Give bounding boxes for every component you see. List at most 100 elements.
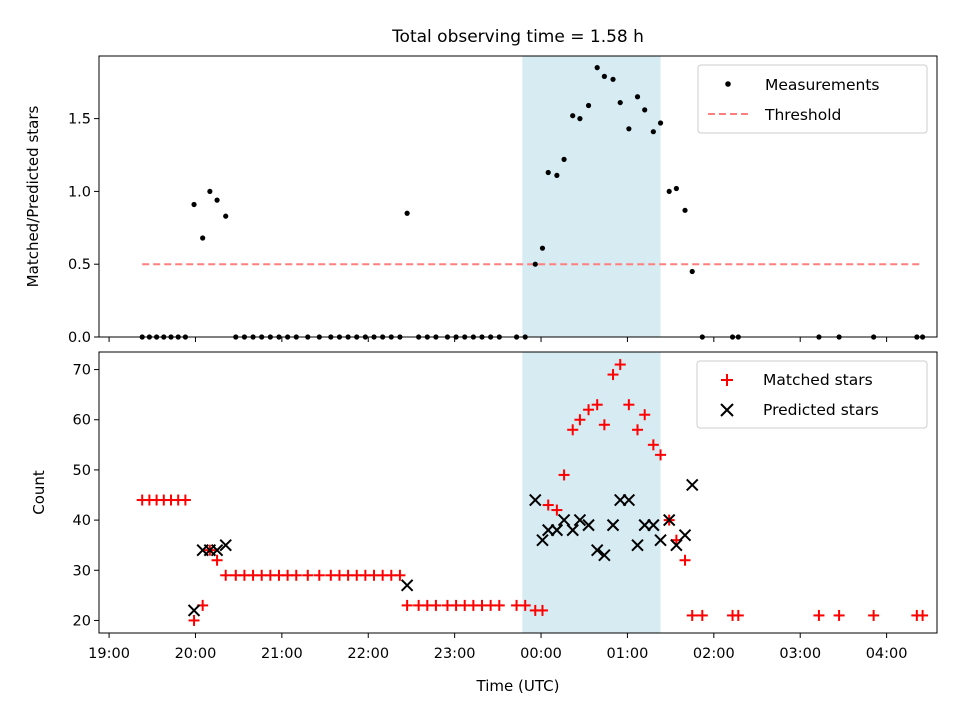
measurement-point [642, 107, 648, 113]
matched-star-point [394, 569, 406, 581]
predicted-star-point [566, 523, 579, 537]
bottom-y-tick-label: 50 [73, 463, 91, 479]
predicted-star-point [557, 513, 571, 527]
predicted-star-point [590, 543, 604, 557]
matched-star-point [493, 599, 505, 611]
matched-star-point [632, 424, 644, 436]
matched-star-point [211, 554, 223, 566]
bottom-legend: Matched stars Predicted stars [696, 360, 928, 429]
predicted-star-point [219, 538, 232, 552]
matched-star-point [302, 569, 314, 581]
legend-marker-predicted [720, 403, 734, 417]
matched-star-point [679, 554, 691, 566]
top-y-axis-label: Matched/Predicted stars [24, 106, 42, 288]
bottom-y-tick-label: 20 [73, 613, 91, 629]
predicted-star-point [400, 579, 414, 592]
matched-star-point [614, 359, 626, 371]
predicted-star-point [662, 513, 676, 527]
measurement-point [682, 207, 688, 213]
measurement-point [594, 65, 600, 71]
measurement-point [200, 235, 206, 241]
bottom-y-tick-label: 60 [73, 413, 91, 429]
x-tick-label: 22:00 [347, 646, 389, 662]
predicted-star-point [622, 493, 636, 507]
legend-marker-measurements [725, 81, 731, 87]
measurement-point [610, 76, 616, 82]
x-tick-label: 20:00 [175, 646, 217, 662]
chart-title: Total observing time = 1.58 h [391, 27, 644, 47]
matched-star-point [188, 614, 200, 626]
measurement-point [554, 172, 560, 178]
top-x-ticks [108, 337, 888, 342]
matched-star-point [179, 494, 191, 506]
matched-star-point [401, 599, 413, 611]
matched-star-point [574, 414, 586, 426]
predicted-star-point [647, 518, 660, 532]
bottom-x-ticks: 19:00 20:00 21:00 22:00 23:00 00:00 01:00 02:00… [88, 633, 908, 662]
bottom-axes-frame [98, 351, 938, 634]
matched-star-point [696, 609, 708, 621]
matched-star-point [536, 604, 548, 616]
measurement-point [404, 210, 410, 216]
predicted-star-point [606, 518, 620, 532]
x-tick-label: 23:00 [434, 646, 476, 662]
measurement-point [577, 116, 583, 122]
measurement-point [214, 197, 220, 203]
measurement-point [532, 261, 538, 267]
matched-star-point [542, 499, 554, 511]
predicted-star-point [686, 478, 699, 492]
predicted-star-point [210, 543, 224, 557]
predicted-star-point [573, 513, 587, 527]
bottom-y-tick-label: 30 [73, 563, 91, 579]
bottom-y-tick-label: 40 [73, 513, 91, 529]
legend-label-predicted: Predicted stars [763, 401, 879, 419]
bottom-y-axis-label: Count [30, 470, 48, 515]
matched-star-point [313, 569, 325, 581]
top-y-ticks: 0.0 0.5 1.0 1.5 [68, 112, 99, 346]
measurement-point [601, 73, 607, 79]
matched-star-point [732, 609, 744, 621]
measurement-point [223, 213, 229, 219]
matched-star-point [290, 569, 302, 581]
measurement-point [561, 156, 567, 162]
measurement-point [673, 185, 679, 192]
predicted-star-point [670, 538, 683, 552]
matched-star-point [567, 424, 579, 436]
measurement-point [650, 129, 656, 135]
top-legend-box [697, 64, 928, 134]
matched-star-points [136, 359, 929, 626]
matched-star-point [607, 369, 619, 381]
legend-label-threshold: Threshold [764, 106, 841, 124]
matched-star-point [623, 399, 635, 411]
measurement-point [634, 94, 641, 100]
x-tick-label: 19:00 [88, 646, 130, 662]
x-tick-label: 01:00 [607, 646, 649, 662]
predicted-star-point [582, 518, 595, 532]
x-tick-label: 04:00 [866, 646, 908, 662]
top-legend: Measurements Threshold [697, 64, 928, 134]
legend-label-measurements: Measurements [765, 76, 880, 94]
predicted-star-point [187, 604, 201, 617]
top-y-tick-label: 0.0 [68, 330, 91, 346]
measurement-point [570, 113, 576, 119]
predicted-star-points [187, 478, 699, 617]
predicted-star-point [598, 549, 611, 562]
predicted-star-point [529, 493, 542, 507]
predicted-star-point [631, 538, 644, 552]
bottom-legend-box [696, 360, 928, 429]
matched-star-point [647, 439, 659, 451]
matched-star-point [639, 409, 651, 421]
matched-star-point [868, 609, 880, 621]
predicted-star-point [536, 533, 549, 547]
top-y-tick-label: 0.5 [68, 257, 91, 273]
measurement-point [617, 99, 623, 106]
matched-star-point [655, 449, 667, 461]
measurement-point [539, 245, 546, 251]
bottom-panel: 20 30 40 50 60 70 19:00 20:00 21:00 22:00 23:00 00… [30, 351, 938, 695]
bottom-highlight-span [522, 352, 661, 633]
x-tick-label: 00:00 [520, 646, 562, 662]
matched-star-point [833, 609, 845, 621]
matched-star-point [519, 599, 531, 611]
predicted-star-point [550, 523, 564, 537]
matched-star-point [591, 399, 603, 411]
